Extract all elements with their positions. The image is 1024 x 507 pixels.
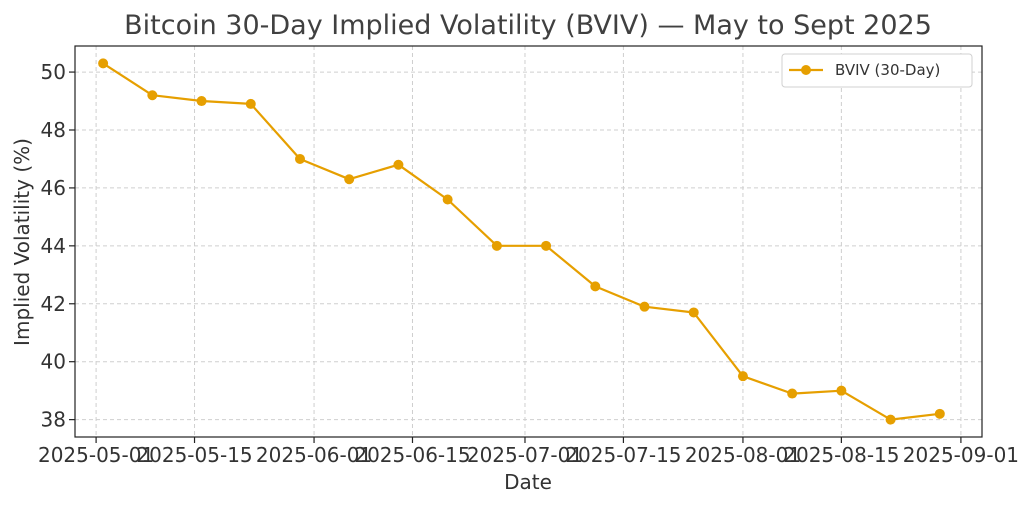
x-tick-label: 2025-05-15 bbox=[136, 443, 252, 467]
data-point bbox=[737, 371, 748, 382]
x-tick-label: 2025-09-01 bbox=[903, 443, 1019, 467]
y-tick-label: 50 bbox=[41, 60, 66, 84]
y-tick-label: 48 bbox=[41, 118, 66, 142]
y-tick-label: 40 bbox=[41, 350, 66, 374]
y-tick-label: 46 bbox=[41, 176, 66, 200]
data-point bbox=[196, 96, 207, 107]
y-axis: 38 40 42 44 46 48 50 bbox=[41, 60, 75, 432]
legend-label: BVIV (30-Day) bbox=[835, 61, 940, 79]
grid bbox=[75, 46, 982, 437]
series-layer bbox=[98, 58, 945, 425]
x-tick-label: 2025-08-15 bbox=[783, 443, 899, 467]
plot-frame bbox=[74, 45, 983, 438]
data-point bbox=[688, 307, 699, 318]
x-tick-label: 2025-06-01 bbox=[256, 443, 372, 467]
data-point bbox=[245, 98, 256, 109]
legend-box bbox=[781, 53, 973, 88]
x-tick-label: 2025-05-01 bbox=[38, 443, 154, 467]
data-point bbox=[442, 194, 453, 205]
data-point bbox=[98, 58, 109, 69]
x-tick-label: 2025-07-15 bbox=[565, 443, 681, 467]
data-point bbox=[541, 240, 552, 251]
data-point bbox=[787, 388, 798, 399]
data-point bbox=[639, 301, 650, 312]
data-point bbox=[934, 408, 945, 419]
data-point bbox=[344, 174, 355, 185]
x-tick-label: 2025-08-01 bbox=[685, 443, 801, 467]
legend: BVIV (30-Day) bbox=[781, 53, 973, 88]
y-tick-label: 38 bbox=[41, 408, 66, 432]
x-tick-label: 2025-06-15 bbox=[354, 443, 470, 467]
data-point bbox=[885, 414, 896, 425]
x-tick-label: 2025-07-01 bbox=[467, 443, 583, 467]
x-axis-label: Date bbox=[504, 470, 552, 494]
data-point bbox=[147, 90, 158, 101]
data-point bbox=[590, 281, 601, 292]
data-point bbox=[393, 159, 404, 170]
y-tick-label: 44 bbox=[41, 234, 66, 258]
chart-title: Bitcoin 30-Day Implied Volatility (BVIV)… bbox=[124, 10, 932, 41]
series-line bbox=[102, 62, 940, 421]
data-point bbox=[294, 153, 305, 164]
data-point bbox=[491, 240, 502, 251]
y-axis-label: Implied Volatility (%) bbox=[10, 138, 34, 346]
data-point bbox=[836, 385, 847, 396]
y-tick-label: 42 bbox=[41, 292, 66, 316]
legend-marker bbox=[801, 65, 811, 75]
